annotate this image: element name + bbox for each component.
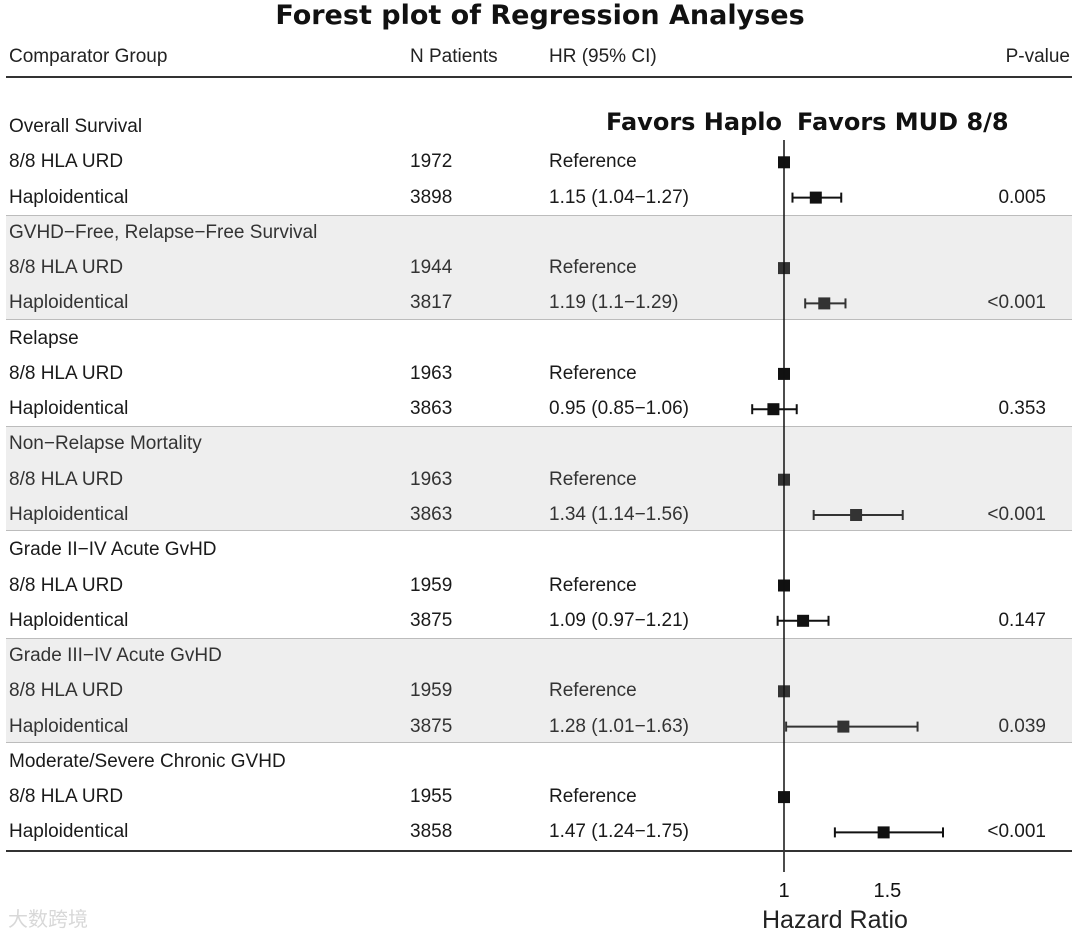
row-n-patients: 3875 xyxy=(410,609,453,631)
row-group-label: Haploidentical xyxy=(9,821,129,843)
row-n-patients: 1963 xyxy=(410,362,453,384)
x-tick-label: 1 xyxy=(778,880,790,902)
row-p-value: 0.039 xyxy=(998,715,1046,737)
favors-mud-label: Favors MUD 8/8 xyxy=(797,108,1009,136)
favors-haplo-label: Favors Haplo xyxy=(606,108,782,136)
row-group-label: 8/8 HLA URD xyxy=(9,257,124,279)
outcome-title: GVHD−Free, Relapse−Free Survival xyxy=(9,221,318,243)
outcome-title: Non−Relapse Mortality xyxy=(9,433,202,455)
row-hr-text: 1.47 (1.24−1.75) xyxy=(549,821,689,843)
column-header-hr: HR (95% CI) xyxy=(549,46,657,67)
row-p-value: <0.001 xyxy=(987,504,1046,525)
outcome-title: Moderate/Severe Chronic GVHD xyxy=(9,750,286,772)
row-hr-text: Reference xyxy=(549,151,637,173)
row-hr-text: 1.34 (1.14−1.56) xyxy=(549,504,689,525)
row-n-patients: 3817 xyxy=(410,292,453,314)
row-n-patients: 3863 xyxy=(410,398,453,420)
row-group-label: Haploidentical xyxy=(9,398,129,420)
row-n-patients: 3898 xyxy=(410,186,453,208)
row-group-label: 8/8 HLA URD xyxy=(9,151,124,173)
row-group-label: 8/8 HLA URD xyxy=(9,574,124,596)
row-n-patients: 3875 xyxy=(410,715,453,737)
row-p-value: 0.147 xyxy=(998,609,1046,631)
row-group-label: 8/8 HLA URD xyxy=(9,468,124,490)
hr-point-marker xyxy=(818,297,831,310)
outcome-title: Overall Survival xyxy=(9,116,143,137)
column-header-group: Comparator Group xyxy=(9,46,168,67)
row-group-label: Haploidentical xyxy=(9,715,129,737)
outcome-band xyxy=(6,214,1072,320)
header-rule xyxy=(6,76,1072,78)
row-n-patients: 3863 xyxy=(410,504,453,525)
row-group-label: Haploidentical xyxy=(9,504,129,525)
row-hr-text: 0.95 (0.85−1.06) xyxy=(549,398,689,420)
row-group-label: 8/8 HLA URD xyxy=(9,362,124,384)
row-hr-text: Reference xyxy=(549,362,637,384)
x-axis-label: Hazard Ratio xyxy=(762,906,908,934)
row-n-patients: 1959 xyxy=(410,680,453,702)
row-group-label: Haploidentical xyxy=(9,292,129,314)
row-hr-text: Reference xyxy=(549,468,637,490)
outcome-band xyxy=(6,638,1072,743)
hr-point-marker xyxy=(850,509,863,521)
chart-title: Forest plot of Regression Analyses xyxy=(275,0,805,31)
outcome-title: Grade II−IV Acute GvHD xyxy=(9,539,217,561)
row-hr-text: Reference xyxy=(549,257,637,279)
row-group-label: 8/8 HLA URD xyxy=(9,680,124,702)
row-p-value: 0.353 xyxy=(998,398,1046,420)
row-hr-text: 1.15 (1.04−1.27) xyxy=(549,186,689,208)
outcome-title: Grade III−IV Acute GvHD xyxy=(9,645,222,666)
row-hr-text: 1.09 (0.97−1.21) xyxy=(549,609,689,631)
outcome-title: Relapse xyxy=(9,327,79,349)
outcome-band xyxy=(6,426,1072,532)
hr-point-marker xyxy=(877,826,890,839)
watermark: 大数跨境 xyxy=(8,909,88,931)
row-n-patients: 1972 xyxy=(410,151,453,173)
hr-point-marker xyxy=(797,614,810,627)
row-p-value: <0.001 xyxy=(987,821,1046,843)
row-n-patients: 1963 xyxy=(410,468,453,490)
row-hr-text: Reference xyxy=(549,680,637,702)
row-p-value: 0.005 xyxy=(998,186,1046,208)
column-header-p-value: P-value xyxy=(1005,46,1070,67)
row-hr-text: 1.19 (1.1−1.29) xyxy=(549,292,679,314)
row-hr-text: 1.28 (1.01−1.63) xyxy=(549,715,689,737)
row-n-patients: 1959 xyxy=(410,574,453,596)
hr-point-marker xyxy=(837,720,850,733)
hr-point-marker xyxy=(767,403,780,416)
bottom-rule xyxy=(6,850,1072,852)
x-tick-label: 1.5 xyxy=(873,880,902,902)
row-group-label: Haploidentical xyxy=(9,186,129,208)
hr-point-marker xyxy=(809,191,822,204)
row-n-patients: 3858 xyxy=(410,821,453,843)
row-group-label: Haploidentical xyxy=(9,609,129,631)
column-header-n-patients: N Patients xyxy=(410,46,498,67)
row-p-value: <0.001 xyxy=(987,292,1046,314)
row-hr-text: Reference xyxy=(549,574,637,596)
row-n-patients: 1944 xyxy=(410,257,453,279)
row-hr-text: Reference xyxy=(549,786,637,808)
row-group-label: 8/8 HLA URD xyxy=(9,786,124,808)
row-n-patients: 1955 xyxy=(410,786,453,808)
